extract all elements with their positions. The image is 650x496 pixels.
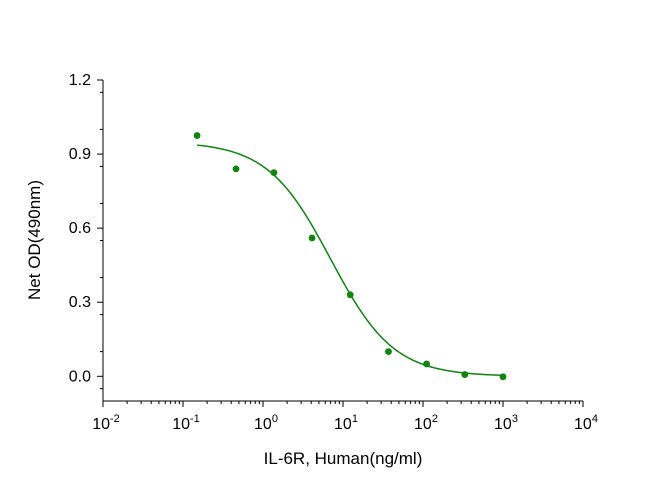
x-tick-label: 10-1	[172, 413, 200, 433]
y-tick-label: 0.3	[69, 294, 91, 311]
x-tick-label: 104	[574, 413, 598, 433]
data-point	[308, 234, 316, 242]
y-axis-title: Net OD(490nm)	[25, 180, 44, 300]
data-points	[193, 132, 507, 381]
tick-labels: 0.0 0.3 0.6 0.9 1.2 10-2 10-1 100 101 102 103 104	[69, 72, 598, 433]
axes	[97, 79, 584, 407]
data-point	[346, 291, 354, 299]
y-tick-label: 1.2	[69, 72, 91, 89]
x-tick-label: 103	[494, 413, 518, 433]
data-point	[385, 348, 392, 356]
y-tick-label: 0.9	[69, 146, 91, 163]
x-tick-label: 102	[414, 413, 438, 433]
y-tick-label: 0.0	[69, 368, 91, 385]
fit-curve	[197, 144, 504, 377]
data-point	[461, 371, 469, 378]
data-point	[193, 132, 201, 139]
x-tick-label: 100	[254, 413, 278, 433]
x-axis-title: IL-6R, Human(ng/ml)	[264, 449, 423, 468]
data-point	[232, 165, 240, 173]
data-point	[270, 169, 278, 176]
data-point	[423, 360, 431, 368]
x-tick-label: 101	[334, 413, 358, 433]
x-tick-label: 10-2	[92, 413, 120, 433]
y-tick-label: 0.6	[69, 220, 91, 237]
data-point	[499, 373, 507, 381]
